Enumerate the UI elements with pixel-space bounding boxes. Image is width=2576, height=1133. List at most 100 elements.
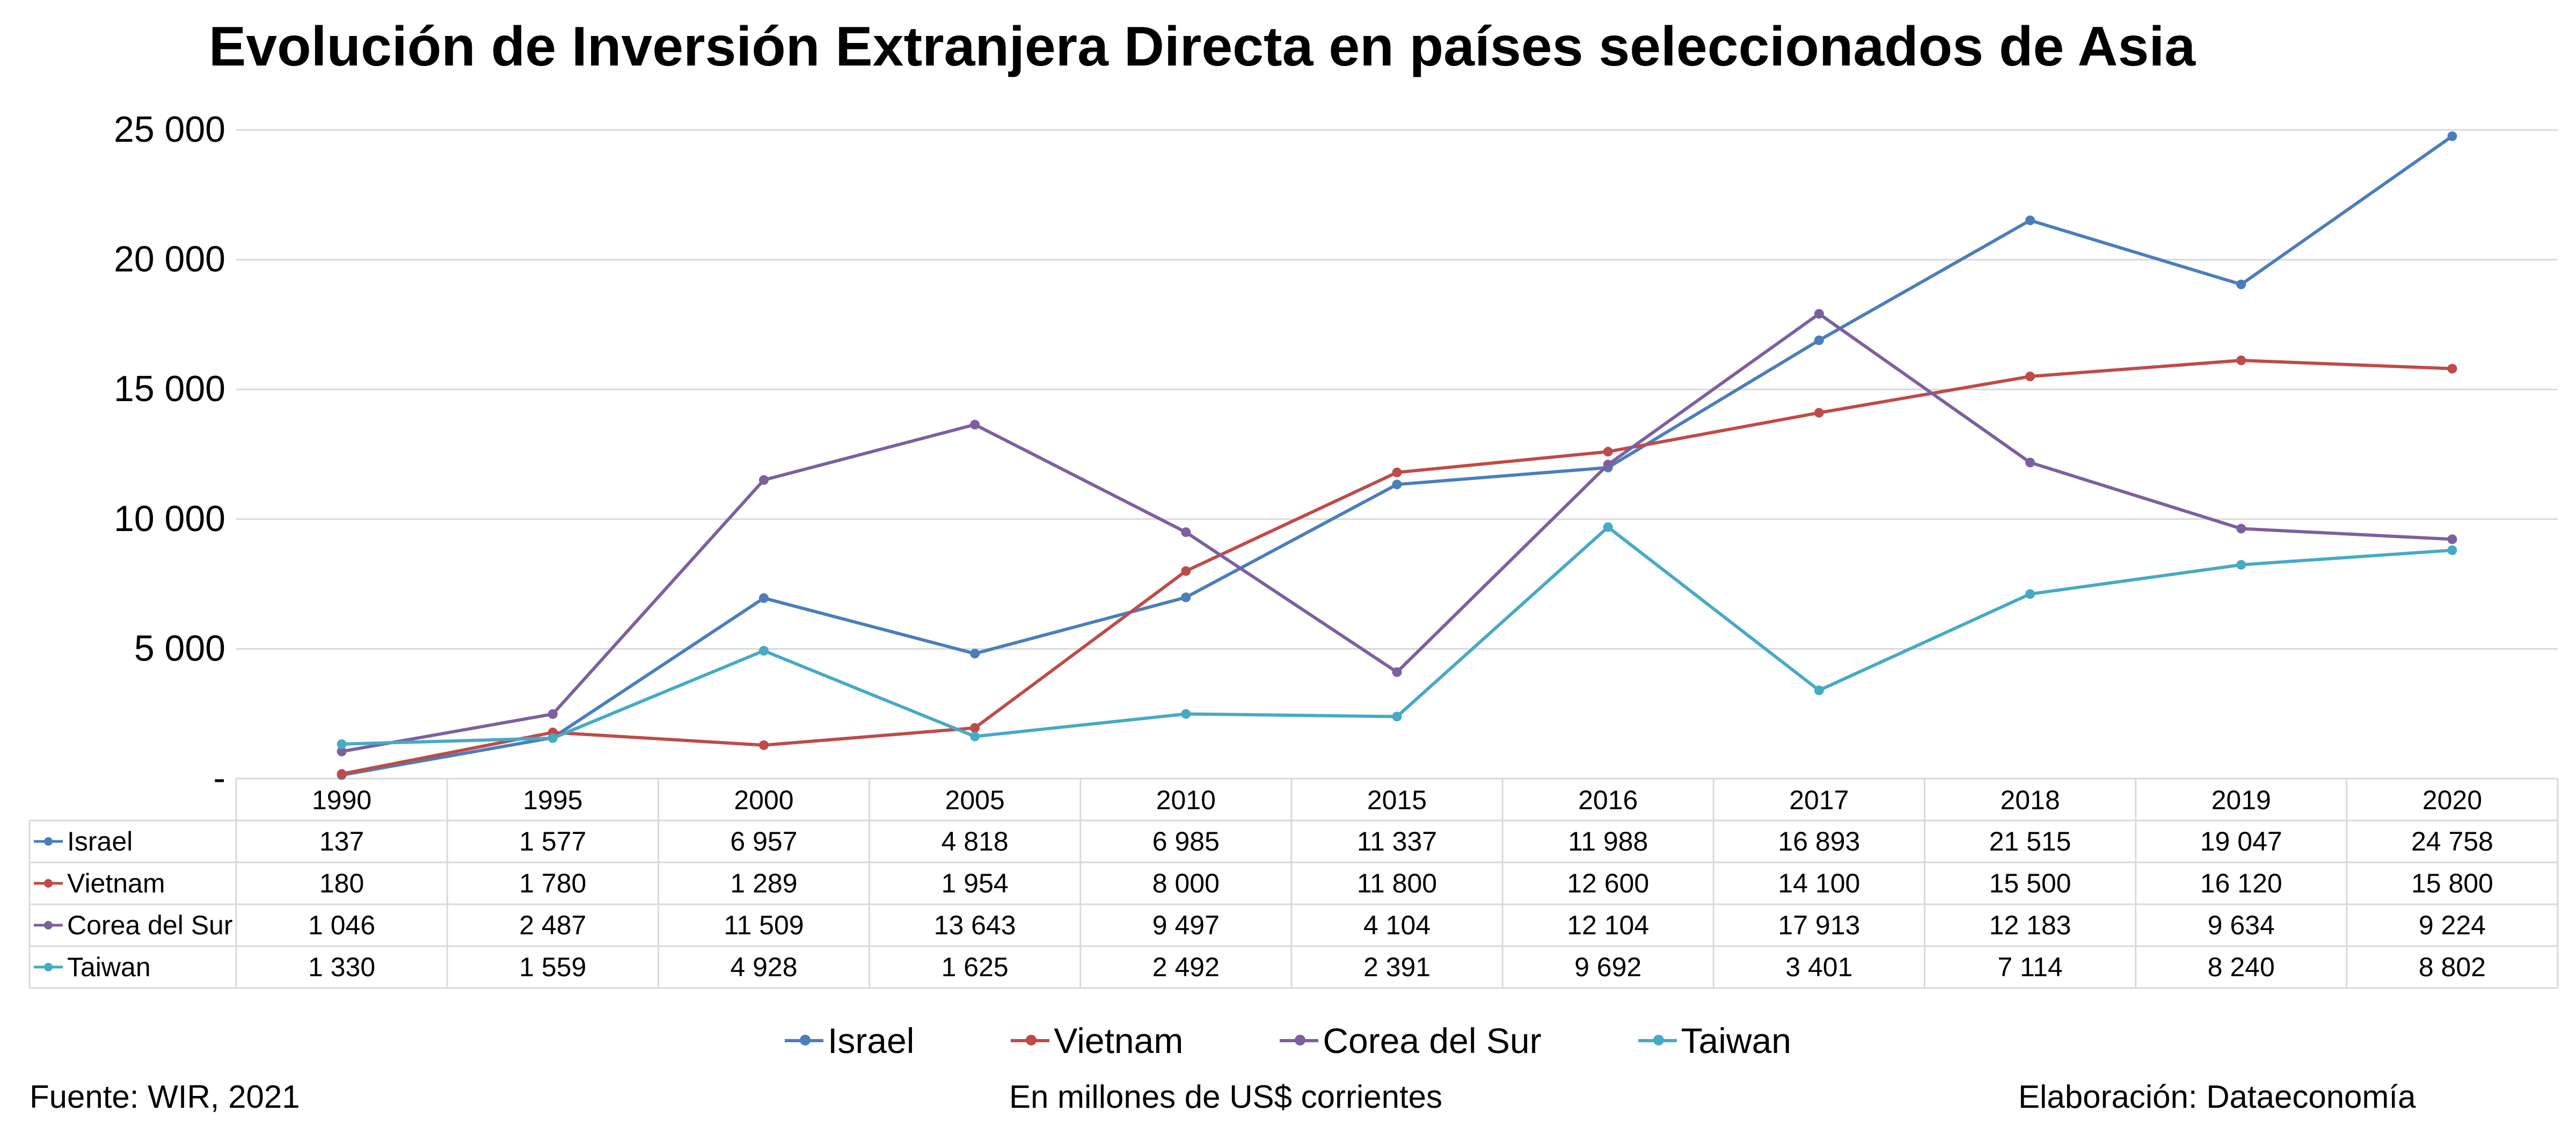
x-category-label: 2016 — [1578, 785, 1638, 815]
data-point — [1392, 711, 1402, 722]
table-cell: 16 893 — [1778, 826, 1860, 856]
chart-legend: Israel Vietnam Corea del Sur Taiwan — [0, 1020, 2576, 1061]
series-line-corea-del-sur — [341, 312, 2453, 753]
x-category-label: 2015 — [1367, 785, 1427, 815]
legend-item: Israel — [785, 1020, 914, 1061]
data-point — [2025, 457, 2035, 468]
table-cell: 11 800 — [1357, 868, 1437, 898]
chart-title-text: Evolución de Inversión Extranjera Direct… — [208, 16, 2196, 78]
table-cell: 1 625 — [942, 952, 1009, 982]
table-cell: 2 492 — [1152, 952, 1220, 982]
data-point — [970, 419, 980, 430]
table-cell: 11 509 — [724, 910, 804, 940]
data-point — [970, 731, 980, 742]
legend-label: Israel — [828, 1021, 915, 1061]
data-point — [337, 746, 347, 757]
x-category-label: 2019 — [2212, 785, 2271, 815]
table-cell: 1 559 — [519, 952, 586, 982]
y-tick-label: 20 000 — [114, 239, 225, 280]
data-point — [2236, 560, 2246, 570]
table-cell: 6 985 — [1152, 826, 1220, 856]
data-point — [2447, 534, 2457, 544]
data-point — [1392, 667, 1402, 677]
x-category-label: 2018 — [2000, 785, 2060, 815]
y-tick-label: 5 000 — [134, 628, 225, 669]
table-cell: 8 000 — [1152, 868, 1220, 898]
legend-item: Vietnam — [1011, 1020, 1183, 1061]
table-cell: 180 — [319, 868, 364, 898]
table-cell: 1 046 — [308, 910, 375, 940]
table-cell: 12 183 — [1989, 910, 2071, 940]
x-category-label: 2017 — [1789, 785, 1849, 815]
data-point — [548, 733, 558, 743]
legend-swatch — [1011, 1035, 1050, 1045]
data-point — [337, 769, 347, 779]
table-cell: 4 104 — [1363, 910, 1431, 940]
legend-label: Corea del Sur — [1323, 1021, 1542, 1061]
table-cell: 14 100 — [1778, 868, 1860, 898]
data-point — [1603, 447, 1613, 457]
table-cell: 9 497 — [1152, 910, 1220, 940]
data-point — [2236, 355, 2246, 366]
table-legend-marker — [44, 879, 53, 888]
table-cell: 9 634 — [2208, 910, 2275, 940]
table-cell: 19 047 — [2200, 826, 2282, 856]
data-point — [970, 649, 980, 659]
table-cell: 13 643 — [934, 910, 1016, 940]
x-category-label: 1990 — [312, 785, 371, 815]
data-point — [2236, 279, 2246, 289]
table-cell: 4 928 — [730, 952, 797, 982]
table-cell: 1 780 — [519, 868, 586, 898]
x-category-label: 2020 — [2422, 785, 2482, 815]
legend-item: Corea del Sur — [1280, 1020, 1542, 1061]
table-cell: 2 391 — [1363, 952, 1431, 982]
legend-item: Taiwan — [1638, 1020, 1791, 1061]
table-cell: 1 577 — [519, 826, 586, 856]
data-point — [548, 709, 558, 719]
data-point — [2447, 131, 2457, 141]
table-cell: 1 289 — [730, 868, 797, 898]
table-cell: 11 337 — [1357, 826, 1437, 856]
table-cell: 21 515 — [1989, 826, 2071, 856]
data-point — [758, 475, 769, 485]
data-point — [1181, 566, 1191, 576]
legend-label: Vietnam — [1054, 1021, 1184, 1061]
table-cell: 8 240 — [2208, 952, 2275, 982]
table-legend-marker — [44, 837, 53, 846]
data-point — [1814, 685, 1824, 695]
data-point — [1181, 527, 1191, 538]
data-point — [1814, 309, 1824, 319]
author-note: Elaboración: Dataeconomía — [2018, 1079, 2416, 1115]
table-cell: 4 818 — [942, 826, 1009, 856]
data-point — [1603, 460, 1613, 470]
chart-title: Evolución de Inversión Extranjera Direct… — [0, 15, 2576, 79]
table-cell: 12 600 — [1567, 868, 1649, 898]
table-cell: 15 500 — [1989, 868, 2071, 898]
table-cell: 3 401 — [1785, 952, 1852, 982]
data-point — [337, 739, 347, 749]
data-point — [2236, 524, 2246, 534]
table-series-name: Vietnam — [67, 868, 165, 898]
table-cell: 8 802 — [2419, 952, 2486, 982]
table-cell: 15 800 — [2411, 868, 2493, 898]
source-note: Fuente: WIR, 2021 — [30, 1079, 300, 1115]
series-line-israel — [341, 135, 2454, 777]
data-point — [758, 740, 769, 750]
data-point — [2447, 364, 2457, 374]
data-point — [970, 723, 980, 733]
y-tick-label: 25 000 — [114, 109, 225, 150]
data-point — [2025, 589, 2035, 599]
table-cell: 6 957 — [730, 826, 797, 856]
data-point — [2025, 215, 2035, 226]
data-point — [1392, 480, 1402, 490]
data-point — [758, 645, 769, 656]
data-point — [1181, 709, 1191, 719]
units-note: En millones de US$ corrientes — [1009, 1079, 1443, 1115]
x-category-label: 2000 — [734, 785, 793, 815]
x-category-label: 2010 — [1156, 785, 1216, 815]
series-line-taiwan — [341, 525, 2453, 746]
table-cell: 2 487 — [519, 910, 586, 940]
table-legend-marker — [44, 921, 53, 929]
data-point — [1814, 408, 1824, 418]
